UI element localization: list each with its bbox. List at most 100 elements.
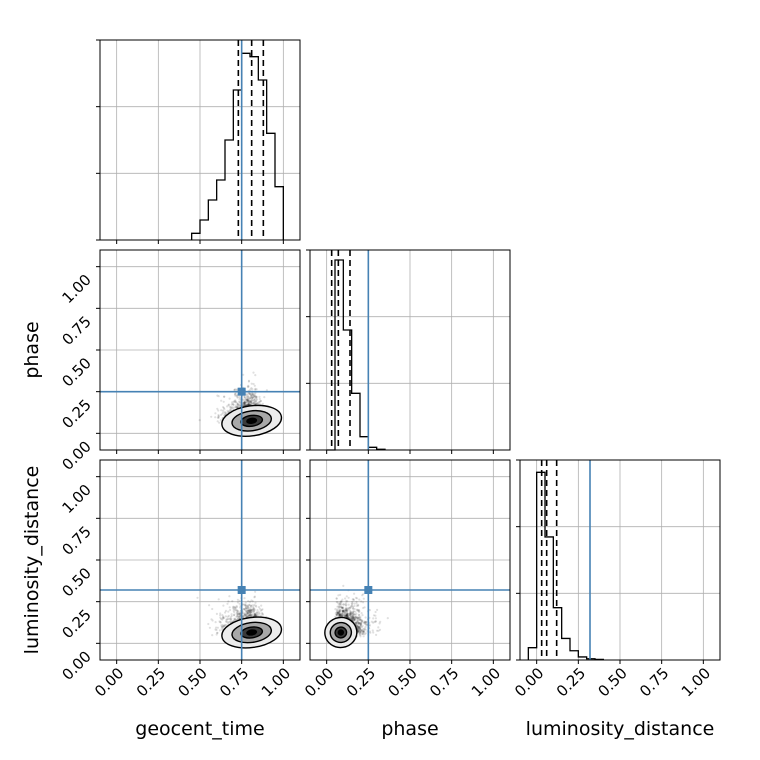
sample-point xyxy=(340,612,343,615)
sample-point xyxy=(341,614,344,617)
sample-point xyxy=(250,613,253,616)
sample-point xyxy=(256,402,259,405)
sample-point xyxy=(243,395,246,398)
sample-point xyxy=(246,610,249,613)
sample-point xyxy=(238,602,241,605)
sample-point xyxy=(338,610,341,613)
sample-point xyxy=(249,403,252,406)
sample-point xyxy=(252,393,255,396)
sample-point xyxy=(224,609,228,613)
sample-point xyxy=(352,610,355,613)
truth-marker-geocent_time-vs-luminosity_distance xyxy=(237,586,246,594)
sample-point xyxy=(229,620,232,623)
sample-point xyxy=(346,614,349,617)
sample-point xyxy=(344,603,347,606)
sample-point xyxy=(245,613,248,616)
sample-point xyxy=(353,618,356,621)
sample-point xyxy=(355,600,358,603)
sample-point xyxy=(339,613,342,616)
sample-point xyxy=(229,407,232,410)
sample-point xyxy=(340,600,343,603)
sample-point xyxy=(339,605,342,608)
sample-point xyxy=(376,629,379,632)
sample-point xyxy=(246,609,249,612)
sample-point xyxy=(243,401,246,404)
sample-point xyxy=(255,402,258,406)
y-axis-label-phase: phase xyxy=(21,321,43,378)
sample-point xyxy=(253,613,256,616)
sample-point xyxy=(364,616,367,619)
sample-point xyxy=(356,609,359,612)
truth-layer xyxy=(100,40,591,660)
sample-point xyxy=(351,611,354,614)
sample-point xyxy=(217,395,220,398)
sample-point xyxy=(353,618,356,622)
x-axis-label-phase: phase xyxy=(381,718,438,740)
sample-point xyxy=(246,403,250,406)
sample-point xyxy=(265,389,268,392)
sample-point xyxy=(345,602,348,605)
sample-point xyxy=(235,406,239,409)
sample-point xyxy=(359,623,362,626)
sample-point xyxy=(259,400,262,403)
sample-point xyxy=(235,611,239,614)
xtick-label-phase-0: 0.00 xyxy=(301,664,337,700)
sample-point xyxy=(216,420,219,423)
sample-point xyxy=(345,609,348,612)
sample-point xyxy=(358,626,361,629)
sample-point xyxy=(254,613,257,616)
sample-point xyxy=(247,403,250,406)
sample-point xyxy=(360,600,363,603)
sample-point xyxy=(250,399,253,402)
sample-point xyxy=(219,620,222,624)
histogram-geocent_time xyxy=(191,52,284,240)
sample-point xyxy=(223,408,226,411)
sample-point xyxy=(379,620,382,623)
sample-point xyxy=(230,614,233,618)
sample-point xyxy=(250,608,254,612)
sample-point xyxy=(247,611,250,614)
sample-point xyxy=(249,614,252,618)
sample-point xyxy=(253,393,256,396)
sample-point xyxy=(335,597,338,600)
sample-point xyxy=(345,603,348,606)
sample-point xyxy=(362,627,365,631)
sample-point xyxy=(357,608,360,612)
sample-point xyxy=(359,632,362,635)
sample-point xyxy=(257,606,261,609)
sample-point xyxy=(359,629,362,632)
sample-point xyxy=(349,614,352,617)
sample-point xyxy=(342,606,345,609)
sample-point xyxy=(248,604,251,607)
sample-point xyxy=(225,412,228,415)
sample-point xyxy=(338,614,341,617)
sample-point xyxy=(222,411,225,414)
ytick-label-luminosity_distance-4: 1.00 xyxy=(58,481,94,517)
sample-point xyxy=(244,614,247,617)
sample-point xyxy=(361,594,364,597)
sample-point xyxy=(242,403,245,406)
sample-point xyxy=(216,394,219,397)
sample-point xyxy=(236,601,239,604)
sample-point xyxy=(344,608,347,611)
sample-point xyxy=(208,604,211,607)
sample-point xyxy=(359,635,362,638)
sample-point xyxy=(248,401,251,404)
sample-point xyxy=(343,614,346,617)
sample-point xyxy=(336,612,339,615)
sample-point xyxy=(254,387,257,390)
sample-point xyxy=(233,613,236,617)
sample-point xyxy=(251,402,254,405)
sample-point xyxy=(355,621,358,625)
sample-point xyxy=(352,615,355,619)
sample-point xyxy=(247,395,250,398)
sample-point xyxy=(232,614,236,617)
sample-point xyxy=(340,612,343,615)
sample-point xyxy=(196,596,199,599)
sample-point xyxy=(234,406,237,409)
sample-point xyxy=(246,614,249,617)
sample-point xyxy=(353,604,356,608)
sample-point xyxy=(249,604,252,608)
sample-point xyxy=(356,627,360,631)
sample-point xyxy=(214,412,217,415)
